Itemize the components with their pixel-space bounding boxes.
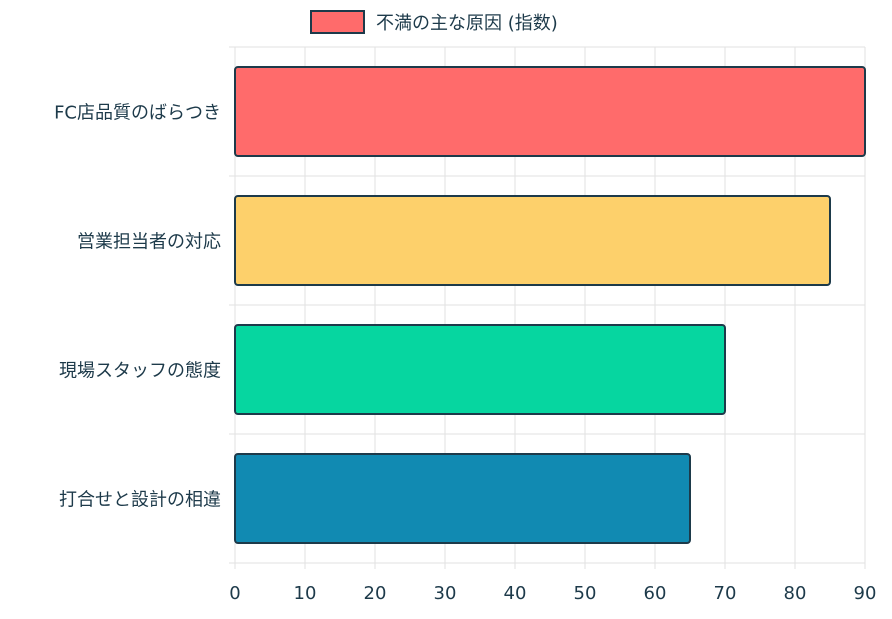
x-tick-label: 0 — [229, 583, 240, 604]
legend-label: 不満の主な原因 (指数) — [376, 13, 558, 34]
bar-4[interactable] — [234, 453, 691, 544]
category-label: 現場スタッフの態度 — [59, 361, 221, 382]
category-label: FC店品質のばらつき — [54, 103, 221, 124]
x-tick-label: 70 — [714, 583, 737, 604]
legend-swatch — [310, 10, 365, 34]
x-axis-ticks: 0 10 20 30 40 50 60 70 80 90 — [229, 583, 876, 604]
x-tick-label: 40 — [504, 583, 527, 604]
bar-2[interactable] — [234, 195, 831, 286]
x-tick-label: 30 — [434, 583, 457, 604]
bars — [234, 66, 866, 544]
bar-3[interactable] — [234, 324, 726, 415]
x-tick-label: 90 — [854, 583, 877, 604]
x-tick-label: 10 — [294, 583, 317, 604]
x-tick-label: 60 — [644, 583, 667, 604]
category-label: 営業担当者の対応 — [77, 232, 221, 253]
category-label: 打合せと設計の相違 — [59, 490, 221, 511]
legend[interactable]: 不満の主な原因 (指数) — [310, 10, 558, 34]
bar-1[interactable] — [234, 66, 866, 157]
x-tick-label: 50 — [574, 583, 597, 604]
x-tick-label: 20 — [364, 583, 387, 604]
x-tick-label: 80 — [784, 583, 807, 604]
